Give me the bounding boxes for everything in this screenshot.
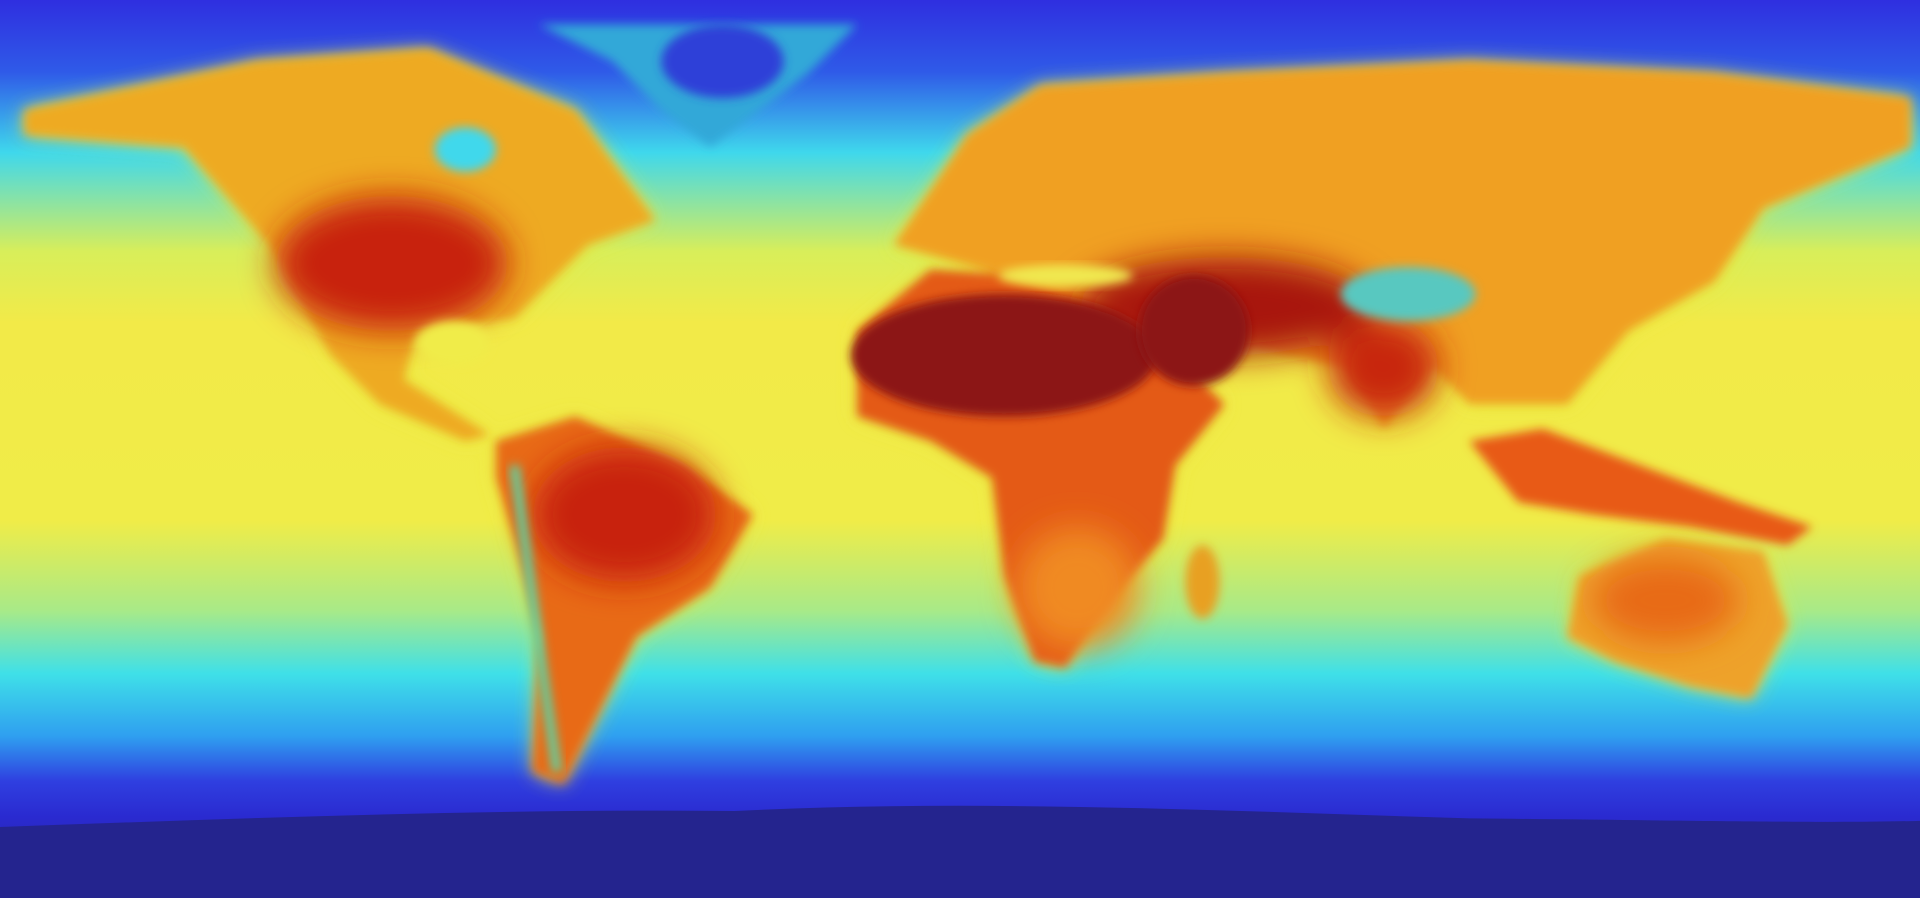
india-hot-region bbox=[1328, 318, 1439, 417]
southern-africa-warm-region bbox=[1016, 526, 1139, 650]
usa-hot-region bbox=[275, 196, 509, 331]
hudson-bay bbox=[434, 127, 496, 172]
gulf-of-mexico bbox=[416, 320, 490, 366]
antarctica bbox=[0, 805, 1920, 898]
madagascar bbox=[1185, 545, 1220, 619]
mediterranean-sea bbox=[997, 264, 1133, 287]
sahara-hottest-region bbox=[851, 294, 1158, 417]
australia-hot-region bbox=[1591, 557, 1739, 644]
greenland-ice-core bbox=[661, 24, 784, 99]
southeast-asia-islands bbox=[1469, 428, 1813, 546]
arabia-hottest-region bbox=[1138, 275, 1249, 386]
amazon-hot-region bbox=[532, 447, 717, 582]
andes bbox=[509, 464, 562, 773]
eurasia bbox=[893, 61, 1911, 429]
tibetan-plateau bbox=[1340, 267, 1476, 321]
